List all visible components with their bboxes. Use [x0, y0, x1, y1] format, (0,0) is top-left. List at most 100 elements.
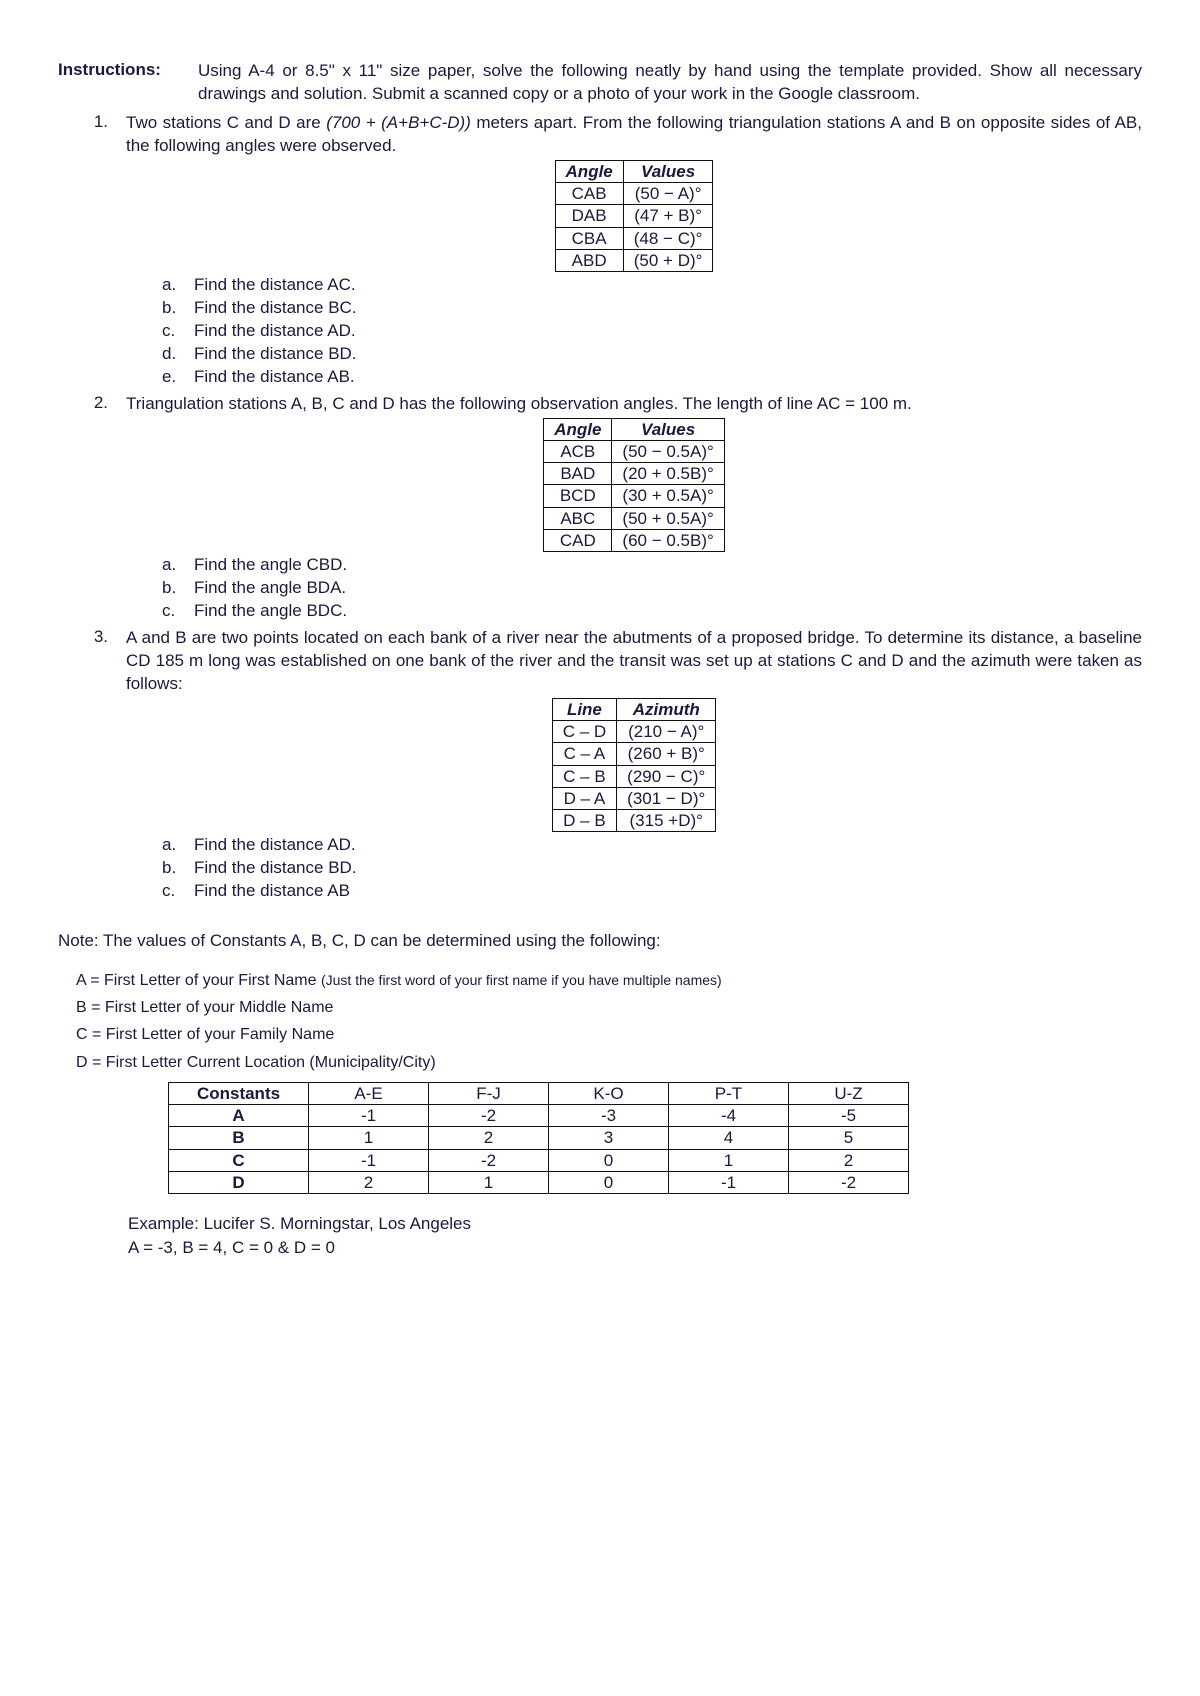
value-cell: (47 + B)°	[623, 205, 713, 227]
const-cell: B	[169, 1127, 309, 1149]
def-c: C = First Letter of your Family Name	[76, 1021, 1142, 1048]
q1-stmt-a: Two stations C and D are	[126, 113, 326, 132]
value-cell: (50 − A)°	[623, 183, 713, 205]
value-cell: (60 − 0.5B)°	[612, 529, 724, 551]
angle-cell: C – A	[552, 743, 616, 765]
value-cell: (290 − C)°	[617, 765, 716, 787]
sub-letter: a.	[162, 554, 194, 577]
q2-th-angle: Angle	[544, 418, 612, 440]
angle-cell: DAB	[555, 205, 623, 227]
q2-sublist: a.Find the angle CBD.b.Find the angle BD…	[162, 554, 1142, 623]
sub-item: c.Find the distance AD.	[162, 320, 1142, 343]
const-cell: -5	[789, 1105, 909, 1127]
sub-letter: c.	[162, 320, 194, 343]
const-header-cell: U-Z	[789, 1082, 909, 1104]
q3-number: 3.	[58, 627, 126, 903]
angle-cell: CAB	[555, 183, 623, 205]
sub-letter: d.	[162, 343, 194, 366]
value-cell: (315 +D)°	[617, 810, 716, 832]
sub-text: Find the angle BDA.	[194, 577, 346, 600]
angle-cell: ABC	[544, 507, 612, 529]
const-cell: 5	[789, 1127, 909, 1149]
const-cell: C	[169, 1149, 309, 1171]
value-cell: (50 + D)°	[623, 249, 713, 271]
const-cell: -2	[429, 1149, 549, 1171]
q1-statement: Two stations C and D are (700 + (A+B+C-D…	[126, 112, 1142, 158]
instructions-text: Using A-4 or 8.5" x 11" size paper, solv…	[198, 60, 1142, 106]
value-cell: (20 + 0.5B)°	[612, 463, 724, 485]
def-d: D = First Letter Current Location (Munic…	[76, 1049, 1142, 1076]
const-cell: 3	[549, 1127, 669, 1149]
table-row: C – D(210 − A)°	[552, 721, 716, 743]
table-row: C – B(290 − C)°	[552, 765, 716, 787]
example-block: Example: Lucifer S. Morningstar, Los Ang…	[128, 1212, 1142, 1260]
sub-text: Find the distance BC.	[194, 297, 357, 320]
sub-item: a.Find the distance AD.	[162, 834, 1142, 857]
q1-sublist: a.Find the distance AC.b.Find the distan…	[162, 274, 1142, 389]
const-cell: 2	[309, 1171, 429, 1193]
table-row: ABC(50 + 0.5A)°	[544, 507, 725, 529]
table-row: B12345	[169, 1127, 909, 1149]
angle-cell: C – B	[552, 765, 616, 787]
value-cell: (210 − A)°	[617, 721, 716, 743]
q3-th-azimuth: Azimuth	[617, 698, 716, 720]
table-row: BCD(30 + 0.5A)°	[544, 485, 725, 507]
q2-number: 2.	[58, 393, 126, 623]
angle-cell: ACB	[544, 440, 612, 462]
q3-th-line: Line	[552, 698, 616, 720]
sub-item: c.Find the angle BDC.	[162, 600, 1142, 623]
sub-item: a.Find the distance AC.	[162, 274, 1142, 297]
sub-text: Find the distance AD.	[194, 834, 356, 857]
const-cell: -1	[309, 1149, 429, 1171]
sub-text: Find the angle CBD.	[194, 554, 347, 577]
table-row: C – A(260 + B)°	[552, 743, 716, 765]
table-row: A-1-2-3-4-5	[169, 1105, 909, 1127]
q1-table: AngleValues CAB(50 − A)°DAB(47 + B)°CBA(…	[555, 160, 714, 272]
sub-text: Find the distance BD.	[194, 343, 357, 366]
const-cell: -4	[669, 1105, 789, 1127]
constants-table: ConstantsA-EF-JK-OP-TU-Z A-1-2-3-4-5B123…	[168, 1082, 909, 1194]
angle-cell: C – D	[552, 721, 616, 743]
const-header-cell: F-J	[429, 1082, 549, 1104]
def-a-text: A = First Letter of your First Name	[76, 972, 321, 989]
table-row: ABD(50 + D)°	[555, 249, 713, 271]
sub-text: Find the angle BDC.	[194, 600, 347, 623]
table-row: D210-1-2	[169, 1171, 909, 1193]
q1-stmt-formula: (700 + (A+B+C-D))	[326, 113, 471, 132]
value-cell: (301 − D)°	[617, 787, 716, 809]
table-row: DAB(47 + B)°	[555, 205, 713, 227]
angle-cell: BAD	[544, 463, 612, 485]
sub-item: a.Find the angle CBD.	[162, 554, 1142, 577]
sub-letter: e.	[162, 366, 194, 389]
question-1: 1. Two stations C and D are (700 + (A+B+…	[58, 112, 1142, 389]
value-cell: (48 − C)°	[623, 227, 713, 249]
question-2: 2. Triangulation stations A, B, C and D …	[58, 393, 1142, 623]
value-cell: (30 + 0.5A)°	[612, 485, 724, 507]
sub-letter: b.	[162, 297, 194, 320]
sub-item: b.Find the distance BC.	[162, 297, 1142, 320]
angle-cell: D – A	[552, 787, 616, 809]
const-cell: 1	[669, 1149, 789, 1171]
const-cell: 2	[789, 1149, 909, 1171]
angle-cell: D – B	[552, 810, 616, 832]
instructions-label: Instructions:	[58, 60, 198, 106]
sub-item: e.Find the distance AB.	[162, 366, 1142, 389]
q1-number: 1.	[58, 112, 126, 389]
sub-text: Find the distance AB	[194, 880, 350, 903]
angle-cell: CAD	[544, 529, 612, 551]
table-row: C-1-2012	[169, 1149, 909, 1171]
def-a-note: (Just the first word of your first name …	[321, 972, 722, 988]
const-cell: 0	[549, 1171, 669, 1193]
angle-cell: BCD	[544, 485, 612, 507]
sub-letter: c.	[162, 600, 194, 623]
const-header-cell: A-E	[309, 1082, 429, 1104]
q3-table: LineAzimuth C – D(210 − A)°C – A(260 + B…	[552, 698, 717, 833]
const-header-cell: K-O	[549, 1082, 669, 1104]
table-row: CBA(48 − C)°	[555, 227, 713, 249]
table-row: D – B(315 +D)°	[552, 810, 716, 832]
const-cell: 1	[429, 1171, 549, 1193]
angle-cell: CBA	[555, 227, 623, 249]
angle-cell: ABD	[555, 249, 623, 271]
sub-text: Find the distance BD.	[194, 857, 357, 880]
const-header-cell: Constants	[169, 1082, 309, 1104]
